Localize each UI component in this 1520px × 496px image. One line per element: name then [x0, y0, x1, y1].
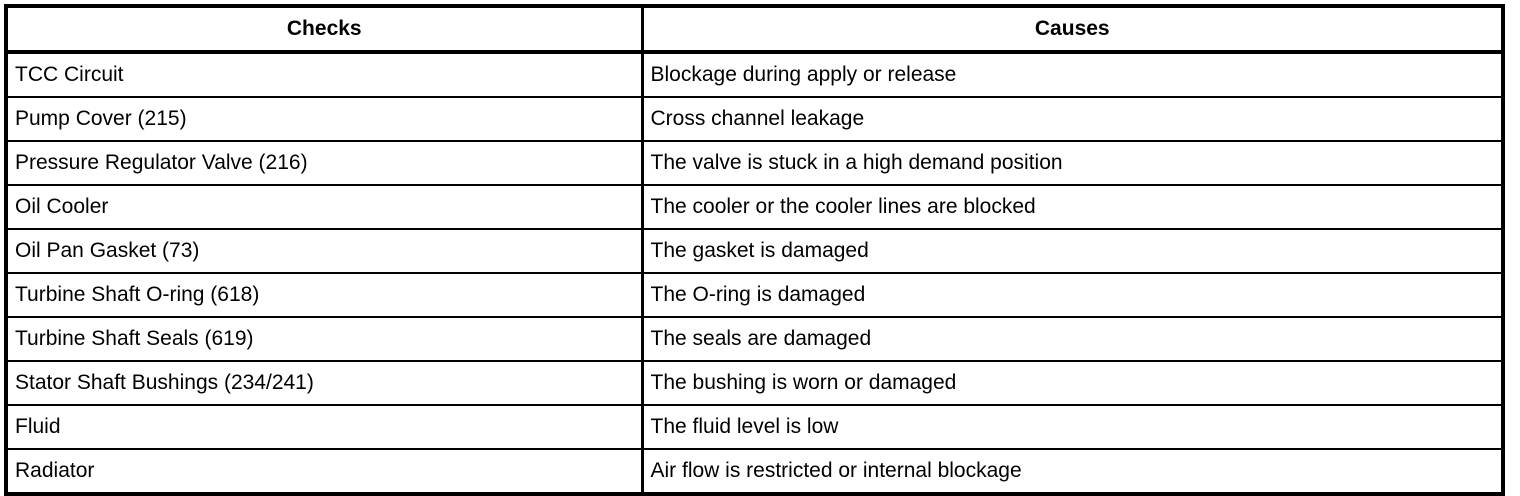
cell-check: Turbine Shaft Seals (619) [6, 316, 644, 361]
table-row: Stator Shaft Bushings (234/241) The bush… [6, 360, 1503, 405]
cell-cause: The fluid level is low [642, 404, 1503, 449]
table-row: Turbine Shaft O-ring (618) The O-ring is… [6, 272, 1503, 317]
cell-cause: Cross channel leakage [642, 96, 1503, 141]
table-body: TCC Circuit Blockage during apply or rel… [6, 52, 1503, 494]
table-row: Pressure Regulator Valve (216) The valve… [6, 140, 1503, 185]
table-header-row: Checks Causes [6, 6, 1503, 54]
cell-check: Oil Pan Gasket (73) [6, 228, 644, 273]
cell-check: Fluid [6, 404, 644, 449]
cell-cause: The O-ring is damaged [642, 272, 1503, 317]
cell-cause: The bushing is worn or damaged [642, 360, 1503, 405]
column-header-checks: Checks [6, 6, 644, 54]
column-header-causes: Causes [642, 6, 1503, 54]
table-header: Checks Causes [6, 6, 1503, 54]
table-row: Fluid The fluid level is low [6, 404, 1503, 449]
cell-cause: Blockage during apply or release [642, 52, 1503, 97]
table-row: Pump Cover (215) Cross channel leakage [6, 96, 1503, 141]
table-row: TCC Circuit Blockage during apply or rel… [6, 52, 1503, 97]
cell-check: Pump Cover (215) [6, 96, 644, 141]
cell-cause: The valve is stuck in a high demand posi… [642, 140, 1503, 185]
cell-cause: The seals are damaged [642, 316, 1503, 361]
cell-check: Stator Shaft Bushings (234/241) [6, 360, 644, 405]
checks-causes-table: Checks Causes TCC Circuit Blockage durin… [4, 4, 1505, 496]
cell-check: TCC Circuit [6, 52, 644, 97]
cell-check: Pressure Regulator Valve (216) [6, 140, 644, 185]
cell-check: Turbine Shaft O-ring (618) [6, 272, 644, 317]
cell-cause: The gasket is damaged [642, 228, 1503, 273]
cell-cause: The cooler or the cooler lines are block… [642, 184, 1503, 229]
table-row: Oil Pan Gasket (73) The gasket is damage… [6, 228, 1503, 273]
cell-check: Radiator [6, 448, 644, 494]
table-row: Radiator Air flow is restricted or inter… [6, 448, 1503, 494]
table-row: Turbine Shaft Seals (619) The seals are … [6, 316, 1503, 361]
checks-causes-table-container: Checks Causes TCC Circuit Blockage durin… [4, 4, 1505, 496]
cell-cause: Air flow is restricted or internal block… [642, 448, 1503, 494]
cell-check: Oil Cooler [6, 184, 644, 229]
table-row: Oil Cooler The cooler or the cooler line… [6, 184, 1503, 229]
